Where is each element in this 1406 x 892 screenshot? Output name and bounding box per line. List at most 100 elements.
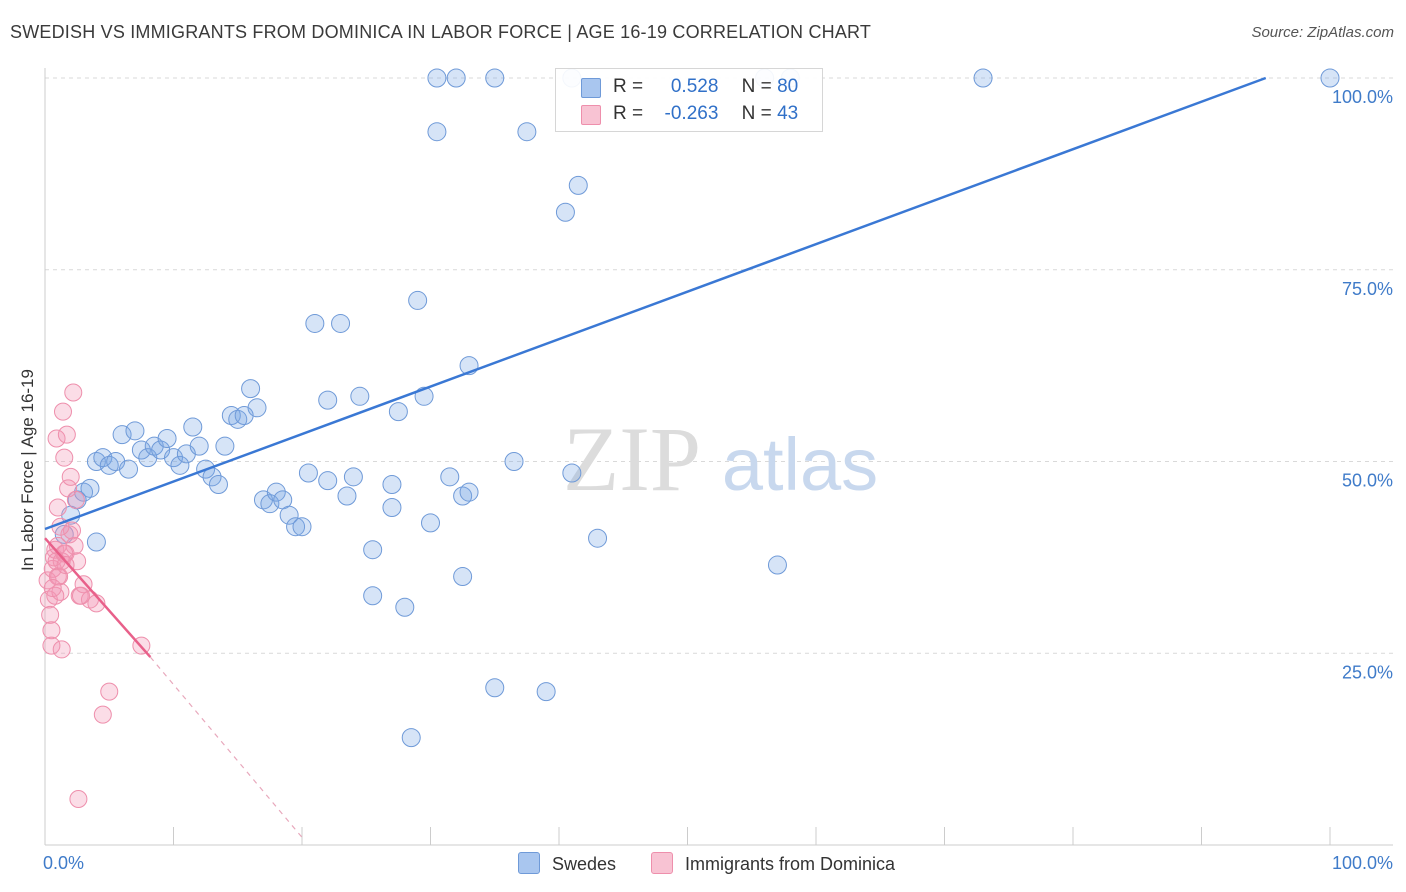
dominica-point — [64, 383, 83, 402]
x-tick-label-max: 100.0% — [1332, 853, 1393, 873]
swedes-point — [421, 513, 440, 533]
swedes-point — [1320, 68, 1340, 88]
x-tick-labels: 0.0% 100.0% — [43, 853, 1393, 873]
dominica-point — [74, 575, 93, 594]
swedes-point — [401, 728, 421, 748]
watermark-zip: ZIP — [563, 408, 701, 510]
watermark-atlas: atlas — [722, 423, 878, 506]
y-tick-label: 75.0% — [1342, 279, 1393, 299]
swedes-swatch — [581, 78, 601, 98]
swedes-point — [453, 567, 473, 587]
swedes-point — [562, 463, 582, 483]
swedes-point — [112, 425, 132, 445]
swedes-point — [395, 597, 415, 617]
source-label: Source: ZipAtlas.com — [1251, 24, 1394, 41]
dominica-point — [62, 521, 81, 540]
swedes-point — [164, 448, 183, 468]
swedes-point — [183, 417, 203, 437]
dominica-point — [56, 556, 75, 575]
swedes-point — [767, 555, 787, 575]
swedes-point — [131, 440, 151, 460]
swedes-point — [446, 68, 466, 88]
n-label: N = — [741, 76, 772, 97]
swedes-point — [286, 517, 306, 537]
swedes-point — [485, 68, 505, 88]
dominica-legend-label: Immigrants from Dominica — [685, 854, 896, 874]
dominica-point — [41, 605, 60, 624]
swedes-point — [517, 122, 537, 142]
dominica-point — [71, 586, 90, 605]
y-tick-label: 100.0% — [1332, 87, 1393, 107]
swedes-point — [170, 455, 190, 475]
dominica-point — [69, 789, 88, 808]
swedes-point — [318, 471, 338, 491]
dominica-point — [65, 536, 84, 555]
swedes-point — [337, 486, 357, 506]
swedes-point — [427, 68, 447, 88]
swedes-point — [80, 478, 100, 498]
swedes-point — [298, 463, 318, 483]
swedes-point — [331, 313, 351, 333]
dominica-swatch — [581, 105, 601, 125]
swedes-points — [54, 68, 1340, 748]
y-tick-label: 25.0% — [1342, 662, 1393, 682]
swedes-point — [363, 586, 383, 606]
swedes-point — [241, 379, 261, 399]
swedes-point — [485, 678, 505, 698]
swedes-point — [388, 402, 408, 422]
dominica-point — [47, 429, 66, 448]
dominica-point — [55, 544, 74, 563]
legend-item-dominica[interactable]: Immigrants from Dominica — [651, 852, 895, 875]
dominica-points — [38, 383, 151, 808]
y-tick-labels: 100.0% 75.0% 50.0% 25.0% — [1332, 87, 1393, 682]
r-label: R = — [613, 103, 644, 124]
swedes-n-value: 80 — [777, 76, 799, 97]
swedes-point — [247, 398, 267, 418]
dominica-point — [52, 640, 71, 659]
dominica-point — [93, 705, 112, 724]
swedes-legend-label: Swedes — [552, 854, 617, 874]
legend-item-swedes[interactable]: Swedes — [518, 852, 616, 875]
dominica-point — [66, 490, 85, 509]
dominica-point — [53, 402, 72, 421]
dominica-point — [61, 467, 80, 486]
swedes-point — [125, 421, 145, 441]
correlation-legend: R = 0.528 N = 80 R = -0.263 N = 43 — [555, 68, 823, 132]
dominica-trend-line — [44, 537, 152, 658]
dominica-point — [42, 636, 61, 655]
swedes-trend-line — [44, 76, 1267, 531]
dominica-trend-extension — [149, 656, 303, 838]
swedes-point — [292, 517, 312, 537]
dominica-point — [42, 621, 61, 640]
swedes-point — [363, 540, 383, 560]
dominica-n-value: 43 — [777, 103, 799, 124]
dominica-r-value: -0.263 — [664, 103, 719, 124]
y-axis-label: In Labor Force | Age 16-19 — [18, 369, 37, 571]
x-tick-label-min: 0.0% — [43, 853, 84, 873]
swedes-point — [93, 448, 113, 468]
swedes-r-value: 0.528 — [670, 76, 719, 97]
swedes-point — [343, 467, 363, 487]
r-label: R = — [613, 76, 644, 97]
y-tick-label: 50.0% — [1342, 471, 1393, 491]
swedes-point — [260, 494, 280, 514]
swedes-point — [504, 452, 524, 471]
swedes-point — [86, 532, 106, 552]
dominica-point — [55, 448, 74, 467]
swedes-point — [266, 482, 286, 502]
swedes-point — [382, 475, 402, 495]
swedes-point — [440, 467, 460, 487]
gridlines — [45, 77, 1393, 654]
swedes-legend-swatch — [518, 852, 540, 874]
swedes-point — [973, 68, 993, 88]
swedes-point — [588, 528, 608, 548]
swedes-point — [427, 122, 447, 142]
swedes-point — [555, 202, 575, 222]
swedes-point — [208, 475, 228, 495]
swedes-point — [408, 290, 428, 310]
dominica-legend-swatch — [651, 852, 673, 874]
n-label: N = — [741, 103, 772, 124]
swedes-point — [568, 175, 588, 195]
swedes-point — [119, 459, 139, 479]
